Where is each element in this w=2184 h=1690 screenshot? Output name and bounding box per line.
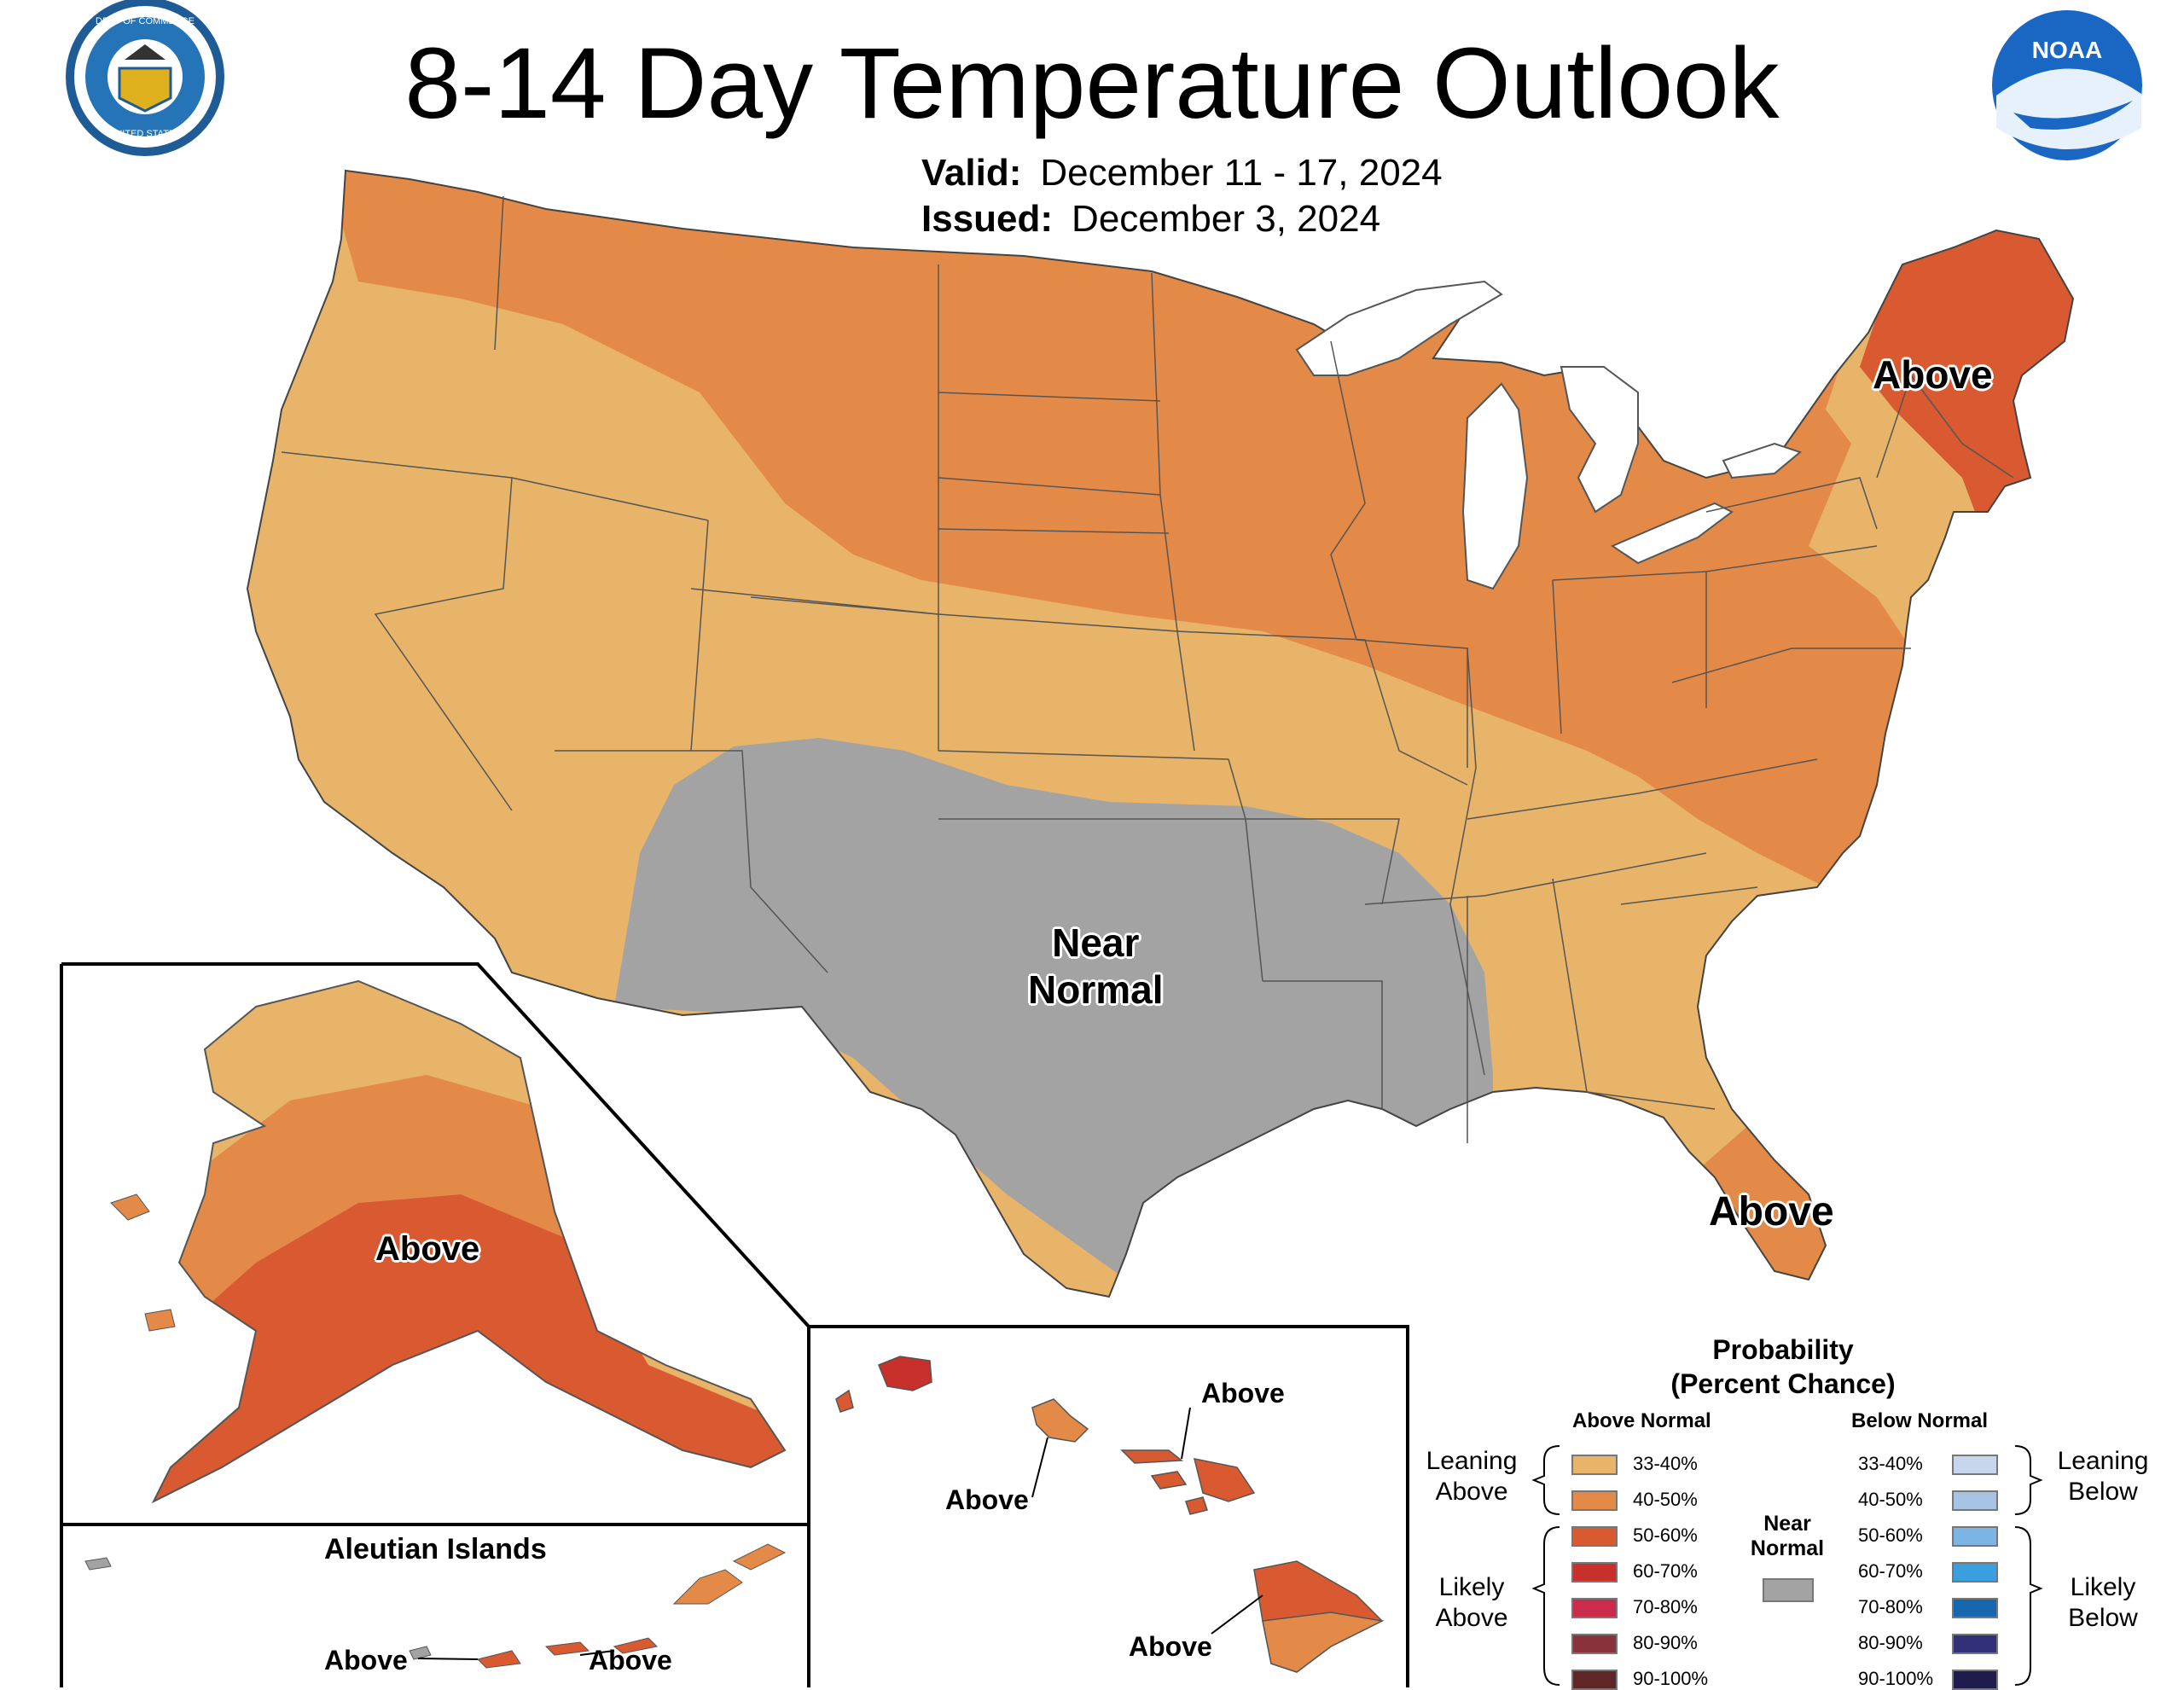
- label-aleutian-east: Above: [589, 1645, 672, 1675]
- svg-text:DEPT OF COMMERCE: DEPT OF COMMERCE: [96, 16, 195, 26]
- legend-near-normal: Near Normal: [1750, 1512, 1825, 1560]
- legend-above-item-swatch: [1571, 1490, 1618, 1511]
- valid-label: Valid:: [921, 152, 1022, 194]
- legend-below-item-swatch: [1952, 1634, 1998, 1654]
- legend-above-item-swatch: [1571, 1526, 1618, 1547]
- label-hawaii-oahu: Above: [945, 1484, 1029, 1515]
- legend-below-item-swatch: [1952, 1455, 1998, 1475]
- lake-superior: [1295, 280, 1503, 376]
- legend-above-item-swatch: [1571, 1455, 1618, 1475]
- issued-line: Issued: December 3, 2024: [921, 198, 1380, 241]
- label-florida-above: Above: [1709, 1189, 1834, 1234]
- legend-above-item-label: 70-80%: [1633, 1596, 1698, 1617]
- legend-braces: [1531, 1445, 2043, 1686]
- legend-below-item-label: 80-90%: [1858, 1632, 1923, 1653]
- lake-erie: [1610, 502, 1734, 565]
- legend-below-item-swatch: [1952, 1598, 1998, 1618]
- legend-near-normal-swatch: [1763, 1578, 1814, 1602]
- valid-value: December 11 - 17, 2024: [1040, 152, 1443, 194]
- legend-below-item-label: 40-50%: [1858, 1489, 1923, 1510]
- legend-above-item-label: 50-60%: [1633, 1524, 1698, 1546]
- legend-below-item-label: 50-60%: [1858, 1524, 1923, 1546]
- doc-seal-logo: DEPT OF COMMERCE UNITED STATES: [66, 0, 224, 156]
- legend-leaning-above: Leaning Above: [1426, 1447, 1518, 1506]
- legend-below-item-swatch: [1952, 1670, 1998, 1690]
- svg-text:UNITED STATES: UNITED STATES: [108, 129, 181, 139]
- great-lakes: [1295, 280, 1803, 590]
- legend-above-head: Above Normal: [1572, 1409, 1711, 1432]
- legend-title: Probability (Percent Chance): [1670, 1334, 1896, 1399]
- issued-label: Issued:: [921, 198, 1054, 240]
- legend-above-item-label: 80-90%: [1633, 1632, 1698, 1653]
- lake-huron: [1560, 366, 1639, 514]
- legend-leaning-below: Leaning Below: [2057, 1447, 2149, 1506]
- map-title: 8-14 Day Temperature Outlook: [404, 27, 1780, 140]
- legend-below-item-label: 33-40%: [1858, 1453, 1923, 1474]
- legend-likely-above: Likely Above: [1435, 1573, 1508, 1632]
- svg-text:NOAA: NOAA: [2032, 37, 2102, 63]
- legend-likely-below: Likely Below: [2068, 1573, 2138, 1632]
- legend-below-item-swatch: [1952, 1562, 1998, 1583]
- legend-above-item-label: 60-70%: [1633, 1560, 1698, 1582]
- legend-below-item-label: 90-100%: [1858, 1668, 1934, 1689]
- aleutian-title: Aleutian Islands: [324, 1533, 547, 1565]
- noaa-logo: NOAA: [1992, 10, 2142, 160]
- label-aleutian-west: Above: [324, 1645, 408, 1675]
- lake-ontario: [1722, 442, 1803, 479]
- legend-above-item-swatch: [1571, 1634, 1618, 1654]
- hawaii-islands: [835, 1356, 1385, 1673]
- legend-above-item-swatch: [1571, 1598, 1618, 1618]
- legend-above-item-label: 40-50%: [1633, 1489, 1698, 1510]
- label-alaska-above: Above: [375, 1230, 480, 1268]
- label-hawaii-maui: Above: [1201, 1378, 1285, 1408]
- legend-below-item-swatch: [1952, 1490, 1998, 1511]
- state-boundaries: [281, 195, 2014, 1143]
- aleutian-islands: [84, 1543, 787, 1669]
- legend-above-item-label: 90-100%: [1633, 1668, 1709, 1689]
- legend-below-head: Below Normal: [1851, 1409, 1989, 1432]
- legend-above-item-label: 33-40%: [1633, 1453, 1698, 1474]
- issued-value: December 3, 2024: [1072, 198, 1381, 240]
- legend-below-item-label: 70-80%: [1858, 1596, 1923, 1617]
- valid-line: Valid: December 11 - 17, 2024: [921, 152, 1443, 195]
- legend-above-item-swatch: [1571, 1670, 1618, 1690]
- label-northeast-above: Above: [1873, 352, 1993, 397]
- label-hawaii-big-island: Above: [1129, 1631, 1212, 1662]
- legend-below-item-label: 60-70%: [1858, 1560, 1923, 1582]
- legend-below-item-swatch: [1952, 1526, 1998, 1547]
- label-near-normal: Near Normal: [1028, 920, 1164, 1013]
- legend-above-item-swatch: [1571, 1562, 1618, 1583]
- lake-michigan: [1461, 382, 1529, 590]
